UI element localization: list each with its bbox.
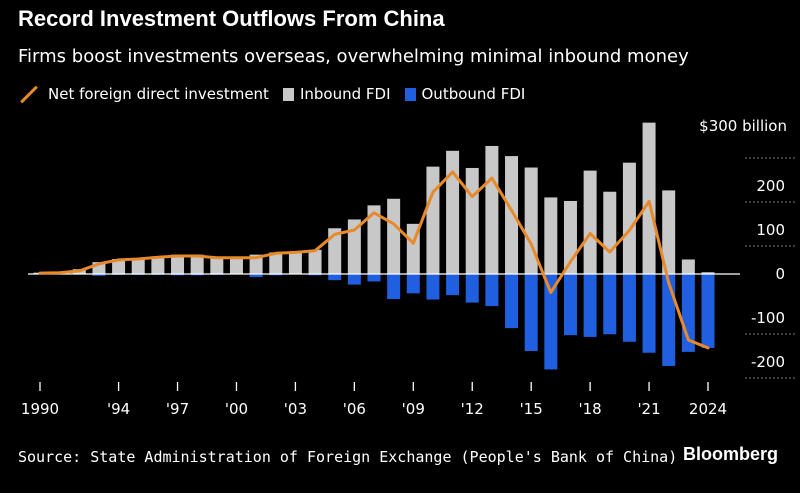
outbound-bar — [603, 274, 617, 335]
outbound-bar — [269, 274, 283, 276]
inbound-bar — [347, 219, 361, 274]
y-tick-label: -200 — [751, 353, 785, 371]
x-tick-label: '21 — [637, 400, 660, 418]
x-tick-label: 2024 — [689, 400, 727, 418]
bars — [33, 122, 715, 370]
gridlines — [745, 157, 795, 379]
inbound-bar — [387, 198, 401, 274]
inbound-bar — [229, 257, 243, 274]
x-tick-label: '94 — [107, 400, 130, 418]
inbound-bar — [603, 191, 617, 274]
outbound-bar — [465, 274, 479, 303]
inbound-bar — [249, 254, 263, 274]
inbound-bar — [524, 167, 538, 274]
x-tick-label: '09 — [402, 400, 425, 418]
outbound-bar — [367, 274, 381, 282]
inbound-bar — [171, 254, 185, 274]
outbound-bar — [524, 274, 538, 351]
x-tick-label: '00 — [225, 400, 248, 418]
outbound-bar — [406, 274, 420, 294]
inbound-bar — [112, 259, 126, 274]
outbound-bar — [622, 274, 636, 342]
outbound-bar — [426, 274, 440, 300]
inbound-bar — [642, 122, 656, 274]
outbound-bar — [190, 274, 204, 276]
outbound-bar — [347, 274, 361, 285]
inbound-bar — [367, 205, 381, 274]
inbound-bar — [681, 259, 695, 274]
legend-item-net: Net foreign direct investment — [18, 85, 269, 103]
legend-item-outbound: Outbound FDI — [404, 85, 526, 103]
y-axis: $300 billion 200 100 0 -100 -200 — [699, 117, 787, 371]
legend-label-net: Net foreign direct investment — [48, 85, 269, 103]
outbound-bar — [563, 274, 577, 336]
x-axis: 1990 '94 '97 '00 '03 '06 '09 '12 '15 '18 '21 2024 — [21, 382, 727, 418]
inbound-bar — [426, 166, 440, 274]
inbound-bar — [151, 256, 165, 274]
bloomberg-logo: Bloomberg — [682, 444, 778, 464]
y-tick-label: 100 — [756, 221, 785, 239]
legend-label-inbound: Inbound FDI — [299, 85, 391, 103]
x-tick-label: '18 — [579, 400, 602, 418]
inbound-bar — [328, 228, 342, 274]
inbound-bar — [131, 258, 145, 274]
outbound-bar — [328, 274, 342, 281]
chart-title: Record Investment Outflows From China — [18, 6, 445, 31]
outbound-bar — [544, 274, 558, 370]
x-tick-label: '15 — [520, 400, 543, 418]
outbound-bar — [171, 274, 185, 276]
inbound-bar — [308, 249, 322, 274]
chart-subtitle: Firms boost investments overseas, overwh… — [18, 46, 689, 67]
outbound-bar — [308, 274, 322, 276]
outbound-bar — [387, 274, 401, 300]
source-note: Source: State Administration of Foreign … — [18, 448, 678, 466]
inbound-bar — [662, 190, 676, 274]
inbound-bar — [446, 150, 460, 274]
outbound-bar — [249, 274, 263, 278]
outbound-bar — [662, 274, 676, 366]
legend-label-outbound: Outbound FDI — [421, 85, 526, 103]
outbound-bar — [642, 274, 656, 353]
outbound-bar — [583, 274, 597, 337]
inbound-bar — [465, 167, 479, 274]
y-tick-label: -100 — [751, 309, 785, 327]
legend: Net foreign direct investment Inbound FD… — [18, 85, 539, 103]
y-tick-label: 200 — [756, 177, 785, 195]
outbound-bar — [446, 274, 460, 296]
outbound-bar — [505, 274, 519, 329]
inbound-bar — [583, 170, 597, 274]
inbound-bar — [505, 156, 519, 274]
inbound-bar — [622, 162, 636, 274]
net-fdi-line — [38, 170, 710, 350]
outbound-bar — [92, 274, 106, 276]
inbound-bar — [92, 262, 106, 274]
legend-swatch-outbound — [404, 87, 416, 101]
outbound-bar — [485, 274, 499, 307]
x-tick-label: '06 — [343, 400, 366, 418]
inbound-bar — [701, 272, 715, 274]
net-line — [38, 170, 710, 350]
x-tick-label: '03 — [284, 400, 307, 418]
inbound-bar — [544, 197, 558, 274]
inbound-bar — [269, 252, 283, 274]
legend-swatch-inbound — [282, 87, 294, 101]
inbound-bar — [288, 252, 302, 274]
inbound-bar — [210, 256, 224, 274]
legend-item-inbound: Inbound FDI — [282, 85, 391, 103]
x-tick-label: '12 — [461, 400, 484, 418]
x-tick-label: '97 — [166, 400, 189, 418]
inbound-bar — [485, 145, 499, 274]
inbound-bar — [190, 254, 204, 274]
outbound-bar — [701, 274, 715, 348]
y-tick-label: 0 — [775, 265, 785, 283]
y-tick-label: $300 billion — [699, 117, 787, 135]
x-tick-label: 1990 — [21, 400, 59, 418]
